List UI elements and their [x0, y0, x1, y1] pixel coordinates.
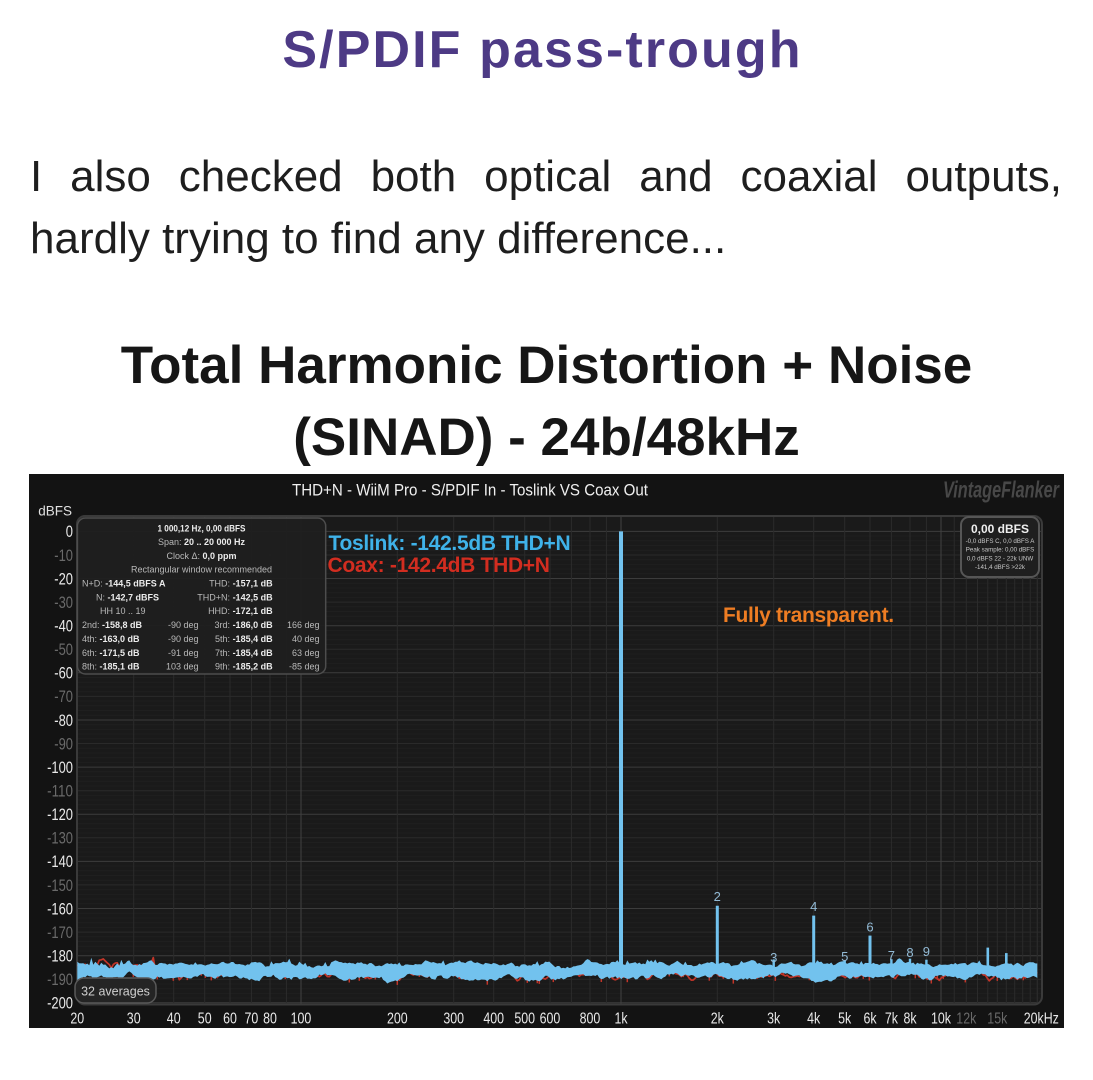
- svg-text:300: 300: [443, 1011, 464, 1028]
- svg-text:-200: -200: [47, 994, 73, 1013]
- svg-text:Rectangular window recommended: Rectangular window recommended: [131, 565, 272, 575]
- svg-text:166 deg: 166 deg: [287, 620, 320, 630]
- svg-text:Coax: -142.4dB THD+N: Coax: -142.4dB THD+N: [328, 554, 550, 577]
- svg-text:HHD: -172,1 dB: HHD: -172,1 dB: [208, 606, 273, 616]
- svg-text:0,0 dBFS 22 - 22k UNW: 0,0 dBFS 22 - 22k UNW: [967, 555, 1034, 562]
- svg-text:4: 4: [810, 899, 817, 914]
- svg-text:-170: -170: [47, 923, 73, 942]
- svg-text:9th: -185,2 dB: 9th: -185,2 dB: [215, 662, 273, 672]
- svg-text:800: 800: [580, 1011, 601, 1028]
- svg-text:4k: 4k: [807, 1011, 820, 1028]
- svg-text:10k: 10k: [931, 1011, 951, 1028]
- svg-text:-60: -60: [54, 664, 73, 683]
- svg-text:1k: 1k: [614, 1011, 627, 1028]
- svg-text:-110: -110: [47, 782, 73, 801]
- svg-text:-90: -90: [54, 734, 73, 753]
- svg-text:-85 deg: -85 deg: [289, 662, 320, 672]
- svg-text:-100: -100: [47, 758, 73, 777]
- svg-text:2k: 2k: [711, 1011, 724, 1028]
- svg-text:100: 100: [291, 1011, 312, 1028]
- svg-text:-141,4 dBFS >22k: -141,4 dBFS >22k: [975, 564, 1026, 571]
- svg-text:3: 3: [770, 950, 777, 965]
- svg-text:-180: -180: [47, 947, 73, 966]
- svg-text:3k: 3k: [767, 1011, 780, 1028]
- svg-text:5: 5: [841, 949, 848, 964]
- svg-text:40 deg: 40 deg: [292, 634, 320, 644]
- svg-text:THD: -157,1 dB: THD: -157,1 dB: [209, 579, 273, 589]
- svg-text:N: -142,7 dBFS: N: -142,7 dBFS: [96, 592, 159, 602]
- svg-text:15k: 15k: [987, 1011, 1007, 1028]
- svg-text:8k: 8k: [903, 1011, 916, 1028]
- svg-text:70: 70: [245, 1011, 259, 1028]
- svg-text:-130: -130: [47, 829, 73, 848]
- svg-text:60: 60: [223, 1011, 237, 1028]
- svg-text:-40: -40: [54, 617, 73, 636]
- svg-text:5k: 5k: [838, 1011, 851, 1028]
- svg-text:dBFS: dBFS: [38, 504, 72, 519]
- svg-text:500: 500: [514, 1011, 535, 1028]
- svg-text:-90 deg: -90 deg: [168, 634, 199, 644]
- svg-text:-30: -30: [54, 593, 73, 612]
- svg-text:50: 50: [198, 1011, 212, 1028]
- svg-text:-70: -70: [54, 687, 73, 706]
- svg-text:HH 10 .. 19: HH 10 .. 19: [100, 606, 146, 616]
- svg-text:6: 6: [866, 920, 873, 935]
- svg-text:Span: 20 .. 20 000 Hz: Span: 20 .. 20 000 Hz: [158, 537, 246, 547]
- svg-text:-0,0 dBFS C, 0,0 dBFS A: -0,0 dBFS C, 0,0 dBFS A: [966, 538, 1036, 545]
- svg-text:63 deg: 63 deg: [292, 648, 320, 658]
- svg-text:200: 200: [387, 1011, 408, 1028]
- svg-text:40: 40: [167, 1011, 181, 1028]
- svg-text:6th: -171,5 dB: 6th: -171,5 dB: [82, 648, 140, 658]
- svg-text:Peak sample: 0,00 dBFS: Peak sample: 0,00 dBFS: [966, 547, 1034, 554]
- svg-text:8: 8: [906, 945, 913, 960]
- svg-text:7: 7: [888, 948, 895, 963]
- svg-text:2nd: -158,8 dB: 2nd: -158,8 dB: [82, 620, 143, 630]
- svg-text:-140: -140: [47, 852, 73, 871]
- svg-text:0: 0: [66, 522, 73, 541]
- svg-text:103 deg: 103 deg: [166, 662, 199, 672]
- svg-text:-150: -150: [47, 876, 73, 895]
- svg-text:-10: -10: [54, 546, 73, 565]
- svg-text:-90 deg: -90 deg: [168, 620, 199, 630]
- svg-text:-50: -50: [54, 640, 73, 659]
- svg-text:30: 30: [127, 1011, 141, 1028]
- svg-text:80: 80: [263, 1011, 277, 1028]
- svg-text:Fully transparent.: Fully transparent.: [723, 604, 894, 627]
- svg-text:THD+N - WiiM Pro - S/PDIF In -: THD+N - WiiM Pro - S/PDIF In - Toslink V…: [292, 481, 648, 500]
- svg-text:20: 20: [70, 1011, 84, 1028]
- svg-text:3rd: -186,0 dB: 3rd: -186,0 dB: [215, 620, 274, 630]
- svg-text:0,00 dBFS: 0,00 dBFS: [971, 522, 1029, 536]
- svg-text:1 000,12 Hz, 0,00 dBFS: 1 000,12 Hz, 0,00 dBFS: [158, 524, 246, 535]
- svg-text:8th: -185,1 dB: 8th: -185,1 dB: [82, 662, 140, 672]
- svg-text:-160: -160: [47, 899, 73, 918]
- svg-text:VintageFlanker: VintageFlanker: [943, 477, 1060, 503]
- svg-text:-80: -80: [54, 711, 73, 730]
- svg-text:-20: -20: [54, 569, 73, 588]
- svg-text:5th: -185,4 dB: 5th: -185,4 dB: [215, 634, 273, 644]
- svg-text:6k: 6k: [863, 1011, 876, 1028]
- svg-text:600: 600: [540, 1011, 561, 1028]
- svg-text:Toslink: -142.5dB THD+N: Toslink: -142.5dB THD+N: [329, 532, 571, 555]
- svg-text:400: 400: [483, 1011, 504, 1028]
- svg-text:9: 9: [923, 944, 930, 959]
- svg-text:32 averages: 32 averages: [81, 985, 150, 999]
- svg-text:4th: -163,0 dB: 4th: -163,0 dB: [82, 634, 140, 644]
- svg-text:20kHz: 20kHz: [1024, 1011, 1059, 1028]
- svg-text:-120: -120: [47, 805, 73, 824]
- svg-text:7k: 7k: [885, 1011, 898, 1028]
- svg-text:7th: -185,4 dB: 7th: -185,4 dB: [215, 648, 273, 658]
- svg-text:N+D: -144,5 dBFS A: N+D: -144,5 dBFS A: [82, 579, 166, 589]
- svg-text:THD+N: -142,5 dB: THD+N: -142,5 dB: [197, 592, 273, 602]
- svg-text:Clock Δ: 0,0 ppm: Clock Δ: 0,0 ppm: [166, 551, 236, 561]
- svg-text:12k: 12k: [956, 1011, 976, 1028]
- svg-text:2: 2: [714, 889, 721, 904]
- svg-text:-190: -190: [47, 970, 73, 989]
- svg-text:-91 deg: -91 deg: [168, 648, 199, 658]
